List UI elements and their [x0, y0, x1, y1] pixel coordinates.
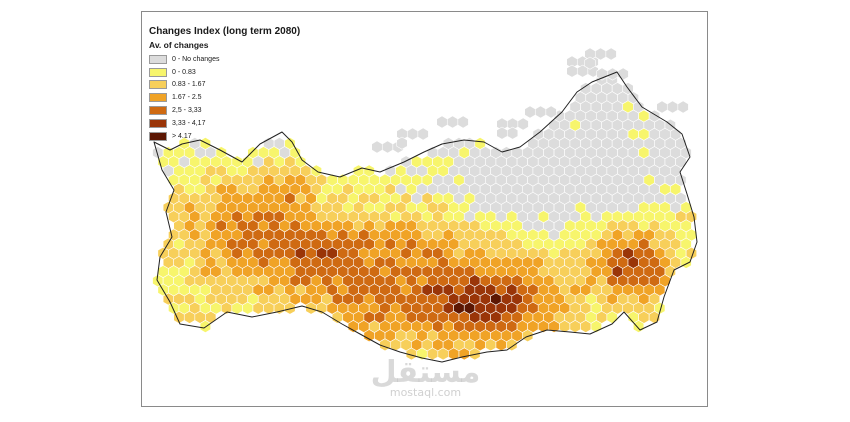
legend: 0 - No changes 0 - 0.83 0.83 - 1.67 1.67 - …: [149, 53, 219, 143]
legend-label: > 4.17: [172, 132, 192, 140]
legend-label: 0 - No changes: [172, 55, 220, 63]
legend-item: 0 - 0.83: [149, 66, 219, 79]
hex-cell-island: [594, 47, 607, 61]
hex-cell-island: [617, 67, 629, 81]
legend-item: 0 - No changes: [149, 53, 219, 66]
hex-cell: [242, 301, 254, 315]
hex-cell-island: [436, 115, 448, 129]
legend-item: 3,33 - 4,17: [149, 117, 219, 130]
legend-label: 3,33 - 4,17: [172, 119, 206, 127]
legend-swatch: [149, 67, 167, 77]
hex-cell-island: [534, 105, 547, 119]
hex-cell: [485, 338, 497, 352]
hex-cell-island: [545, 105, 557, 119]
legend-label: 2,5 - 3,33: [172, 107, 202, 115]
hex-cell-island: [566, 64, 578, 78]
legend-label: 0 - 0.83: [172, 68, 196, 76]
legend-swatch: [149, 106, 167, 116]
legend-title: Av. of changes: [149, 40, 209, 50]
hex-cell-island: [381, 140, 394, 154]
hex-cell: [495, 338, 507, 352]
hex-cell-island: [457, 115, 469, 129]
hex-cell-island: [506, 126, 519, 140]
legend-item: 0.83 - 1.67: [149, 79, 219, 92]
hex-cell-island: [396, 136, 408, 150]
hex-cell-island: [371, 140, 383, 154]
legend-swatch: [149, 93, 167, 103]
hex-cell: [580, 320, 592, 333]
legend-item: 1.67 - 2.5: [149, 91, 219, 104]
hex-cell: [183, 310, 196, 324]
hex-cell-island: [517, 117, 529, 131]
map-frame: Changes Index (long term 2080) Av. of ch…: [141, 11, 708, 407]
hex-cell-island: [446, 115, 459, 129]
hex-cell-island: [406, 127, 419, 141]
legend-item: > 4.17: [149, 130, 219, 143]
hex-cell-island: [677, 100, 689, 114]
hex-cell-island: [496, 126, 508, 140]
hex-cell: [284, 301, 296, 315]
hex-cell-island: [584, 56, 596, 70]
country-border: [153, 71, 698, 363]
hex-cell-island: [524, 105, 536, 119]
hex-cell: [522, 329, 534, 343]
hex-cell-island: [417, 127, 429, 141]
hex-map: [152, 47, 698, 363]
hex-cell: [506, 338, 518, 352]
hex-cell-island: [666, 100, 679, 114]
legend-swatch: [149, 54, 167, 64]
hex-cell: [458, 347, 470, 361]
legend-swatch: [149, 80, 167, 90]
hex-cell-island: [605, 47, 617, 61]
legend-swatch: [149, 118, 167, 128]
hex-cell: [606, 310, 618, 324]
hex-grid: [152, 47, 697, 361]
hex-cell: [231, 301, 243, 315]
hex-cell: [363, 329, 375, 343]
hex-cell: [379, 338, 391, 352]
legend-label: 0.83 - 1.67: [172, 81, 206, 89]
hex-cell: [316, 301, 328, 315]
hex-cell: [437, 347, 449, 361]
hex-cell: [633, 320, 645, 333]
hex-cell: [426, 347, 439, 361]
legend-swatch: [149, 131, 167, 141]
hex-cell: [252, 301, 264, 315]
hex-cell-island: [656, 100, 668, 114]
map-title: Changes Index (long term 2080): [149, 26, 301, 37]
legend-label: 1.67 - 2.5: [172, 94, 202, 102]
legend-item: 2,5 - 3,33: [149, 104, 219, 117]
hex-cell: [569, 320, 581, 333]
